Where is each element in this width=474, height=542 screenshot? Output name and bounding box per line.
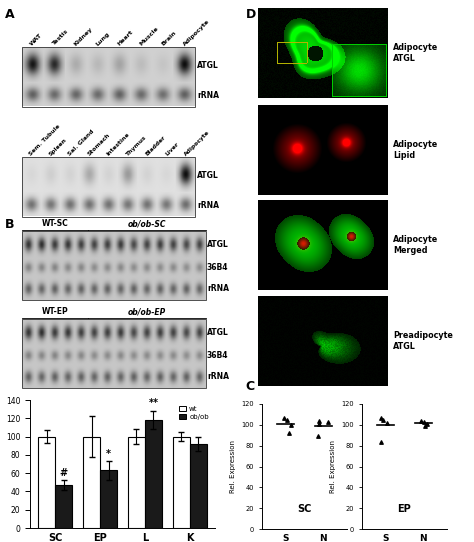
Point xyxy=(315,420,323,428)
Text: Adipocyte
ATGL: Adipocyte ATGL xyxy=(393,43,438,63)
Text: Bladder: Bladder xyxy=(145,135,167,157)
Text: Sal. Gland: Sal. Gland xyxy=(67,129,95,157)
Text: Adipocyte: Adipocyte xyxy=(184,130,211,157)
Text: Stomach: Stomach xyxy=(87,132,111,157)
Point xyxy=(420,417,428,426)
Bar xyxy=(38,436,55,528)
Y-axis label: Rel. Expression: Rel. Expression xyxy=(330,440,336,493)
Text: rRNA: rRNA xyxy=(197,201,219,210)
Point xyxy=(281,413,288,422)
Bar xyxy=(173,436,190,528)
Text: ob/ob-SC: ob/ob-SC xyxy=(128,219,166,228)
Text: Kidney: Kidney xyxy=(73,27,94,47)
Point xyxy=(283,415,291,424)
Point xyxy=(424,420,431,428)
Y-axis label: Rel. Expression: Rel. Expression xyxy=(230,440,236,493)
Text: Adipocyte
Merged: Adipocyte Merged xyxy=(393,235,438,255)
Text: *: * xyxy=(106,449,111,459)
Text: Thymus: Thymus xyxy=(126,134,148,157)
Point xyxy=(421,422,429,430)
Text: WT-SC: WT-SC xyxy=(41,219,68,228)
Text: B: B xyxy=(5,218,14,231)
Text: ATGL: ATGL xyxy=(207,240,229,249)
Bar xyxy=(190,444,207,528)
Text: ATGL: ATGL xyxy=(207,328,229,337)
Text: WAT: WAT xyxy=(29,33,44,47)
Bar xyxy=(145,420,162,528)
Point xyxy=(324,417,331,426)
Point xyxy=(417,416,425,425)
Text: WT-EP: WT-EP xyxy=(41,307,68,316)
Text: ob/ob-EP: ob/ob-EP xyxy=(128,307,166,316)
Bar xyxy=(100,470,117,528)
Text: Testis: Testis xyxy=(51,29,69,47)
Text: Heart: Heart xyxy=(117,29,135,47)
Bar xyxy=(128,436,145,528)
Text: A: A xyxy=(5,8,14,21)
Text: ATGL: ATGL xyxy=(197,171,219,179)
Bar xyxy=(83,436,100,528)
Text: SC: SC xyxy=(297,504,312,514)
Point xyxy=(379,415,386,424)
Point xyxy=(287,421,295,429)
Text: #: # xyxy=(60,468,68,478)
Text: Preadipocyte
ATGL: Preadipocyte ATGL xyxy=(393,331,453,351)
Text: rRNA: rRNA xyxy=(207,372,229,381)
Text: Sem. Tubule: Sem. Tubule xyxy=(28,124,61,157)
Bar xyxy=(55,485,73,528)
Point xyxy=(383,418,391,427)
Text: 36B4: 36B4 xyxy=(207,351,228,360)
Text: Brain: Brain xyxy=(161,30,177,47)
Text: EP: EP xyxy=(398,504,411,514)
Text: Adipocyte
Lipid: Adipocyte Lipid xyxy=(393,140,438,160)
Text: Lung: Lung xyxy=(95,31,111,47)
Text: 36B4: 36B4 xyxy=(207,263,228,272)
Text: ATGL: ATGL xyxy=(197,61,219,69)
Text: rRNA: rRNA xyxy=(197,91,219,100)
Point xyxy=(285,429,292,437)
Text: **: ** xyxy=(148,398,158,408)
Text: Adipocyte: Adipocyte xyxy=(182,18,211,47)
Text: Spleen: Spleen xyxy=(47,137,67,157)
Point xyxy=(378,437,385,446)
Text: Liver: Liver xyxy=(164,141,180,157)
Legend: wt, ob/ob: wt, ob/ob xyxy=(177,403,211,422)
Point xyxy=(315,416,323,425)
Point xyxy=(314,432,322,441)
Point xyxy=(377,413,385,422)
Text: Intestine: Intestine xyxy=(106,132,131,157)
Text: rRNA: rRNA xyxy=(207,284,229,293)
Text: Muscle: Muscle xyxy=(139,26,160,47)
Text: C: C xyxy=(246,380,255,393)
Text: D: D xyxy=(246,8,256,21)
